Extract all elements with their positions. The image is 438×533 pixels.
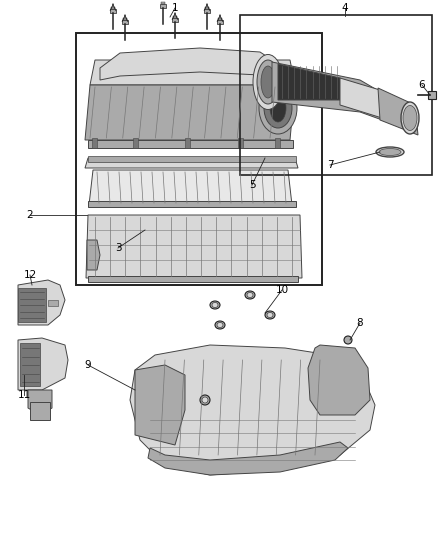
- Text: 1: 1: [172, 3, 178, 13]
- Text: 10: 10: [276, 285, 289, 295]
- Ellipse shape: [261, 66, 275, 98]
- Polygon shape: [378, 88, 418, 135]
- Bar: [161, 2, 165, 4]
- Ellipse shape: [264, 88, 292, 128]
- Polygon shape: [135, 365, 185, 445]
- Polygon shape: [18, 288, 46, 322]
- Text: 3: 3: [115, 243, 121, 253]
- Polygon shape: [20, 343, 40, 386]
- Text: 8: 8: [357, 318, 363, 328]
- Polygon shape: [87, 240, 100, 270]
- Ellipse shape: [265, 311, 275, 319]
- Polygon shape: [278, 64, 342, 100]
- Bar: [123, 18, 127, 20]
- Bar: [173, 16, 177, 18]
- Text: 11: 11: [18, 390, 31, 400]
- Text: 7: 7: [327, 160, 333, 170]
- Ellipse shape: [200, 395, 210, 405]
- Bar: [204, 9, 210, 13]
- Text: 6: 6: [419, 80, 425, 90]
- Ellipse shape: [267, 312, 273, 318]
- Ellipse shape: [215, 321, 225, 329]
- Bar: [111, 7, 115, 9]
- Bar: [110, 9, 116, 13]
- Bar: [185, 138, 190, 148]
- Ellipse shape: [247, 293, 253, 297]
- Bar: [30, 402, 50, 420]
- Polygon shape: [89, 170, 292, 205]
- Bar: [88, 156, 296, 162]
- Bar: [48, 300, 58, 306]
- Ellipse shape: [212, 303, 218, 308]
- Polygon shape: [28, 390, 52, 415]
- Bar: [172, 18, 178, 22]
- Polygon shape: [18, 280, 65, 325]
- Bar: [238, 138, 243, 148]
- Polygon shape: [90, 60, 295, 85]
- Ellipse shape: [202, 397, 208, 403]
- Polygon shape: [308, 345, 370, 415]
- Ellipse shape: [270, 94, 286, 122]
- Ellipse shape: [379, 149, 401, 156]
- Ellipse shape: [253, 54, 283, 109]
- Ellipse shape: [376, 147, 404, 157]
- Bar: [88, 201, 296, 207]
- Polygon shape: [85, 85, 295, 140]
- Polygon shape: [18, 338, 68, 390]
- Bar: [160, 4, 166, 8]
- Bar: [76, 33, 322, 285]
- Polygon shape: [148, 442, 348, 475]
- Ellipse shape: [259, 82, 297, 134]
- Polygon shape: [86, 215, 302, 278]
- Text: 5: 5: [249, 180, 255, 190]
- Ellipse shape: [210, 301, 220, 309]
- Ellipse shape: [403, 106, 417, 131]
- Bar: [275, 138, 280, 148]
- Ellipse shape: [257, 60, 279, 104]
- Bar: [217, 20, 223, 24]
- Bar: [88, 276, 298, 282]
- Bar: [122, 20, 128, 24]
- Bar: [88, 140, 293, 148]
- Bar: [133, 138, 138, 148]
- Bar: [218, 18, 222, 20]
- Text: 9: 9: [85, 360, 91, 370]
- Ellipse shape: [401, 102, 419, 134]
- Ellipse shape: [217, 322, 223, 327]
- Polygon shape: [85, 158, 298, 168]
- Polygon shape: [340, 78, 382, 118]
- Text: 4: 4: [342, 3, 348, 13]
- Bar: [92, 138, 97, 148]
- Bar: [428, 91, 436, 99]
- Polygon shape: [272, 62, 410, 130]
- Bar: [240, 15, 432, 175]
- Text: 2: 2: [27, 210, 33, 220]
- Text: 12: 12: [23, 270, 37, 280]
- Polygon shape: [130, 345, 375, 475]
- Bar: [205, 7, 209, 9]
- Ellipse shape: [245, 291, 255, 299]
- Ellipse shape: [344, 336, 352, 344]
- Polygon shape: [100, 48, 280, 80]
